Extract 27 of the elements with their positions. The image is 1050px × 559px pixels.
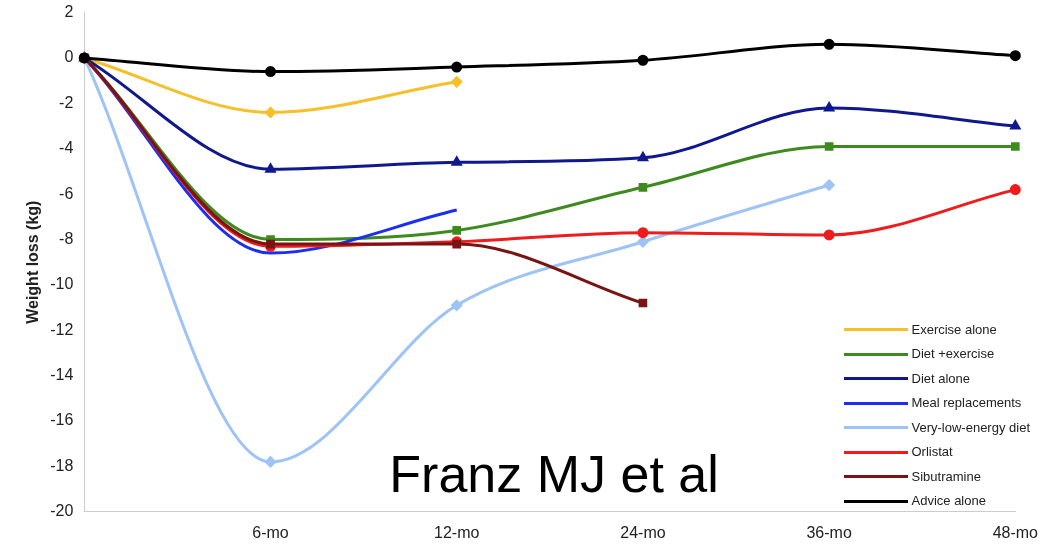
legend-label: Diet alone [911,370,971,386]
y-tick-label: -16 [50,411,74,429]
x-tick-label: 48-mo [992,523,1039,541]
x-tick-label: 6-mo [252,523,289,541]
y-tick-label: -18 [50,456,74,474]
y-tick-label: -4 [59,139,74,157]
y-tick-label: -8 [59,229,74,247]
legend-label: Exercise alone [911,321,997,337]
legend-label: Very-low-energy diet [911,419,1030,435]
x-tick-label: 24-mo [620,523,666,541]
y-tick-label: 0 [64,48,74,66]
x-tick-label: 36-mo [806,523,852,541]
legend-label: Advice alone [911,493,986,509]
y-tick-label: -2 [59,93,74,111]
legend-label: Meal replacements [911,395,1022,411]
y-tick-label: -14 [50,366,74,384]
annotation: Franz MJ et al [389,444,719,503]
y-tick-label: -12 [50,320,74,338]
y-axis-title: Weight loss (kg) [24,200,42,324]
y-tick-label: 2 [64,3,74,21]
legend-label: Orlistat [911,444,953,460]
legend-label: Diet +exercise [911,346,995,362]
y-tick-label: -6 [59,184,74,202]
x-tick-label: 12-mo [434,523,480,541]
legend-label: Sibutramine [911,468,981,484]
y-tick-label: -10 [50,275,74,293]
y-tick-label: -20 [50,502,74,520]
